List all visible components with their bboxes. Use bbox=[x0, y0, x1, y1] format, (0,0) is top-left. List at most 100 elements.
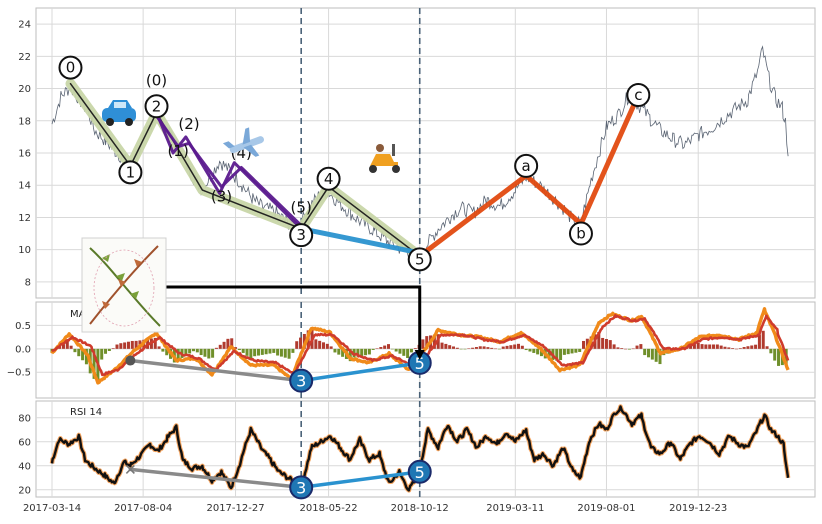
macd-histogram-bar bbox=[413, 348, 417, 349]
macd-divergence-marker-label: 5 bbox=[415, 354, 425, 373]
macd-histogram-bar bbox=[513, 344, 517, 349]
thumbnail-ring bbox=[93, 249, 155, 327]
wave-marker-label: 0 bbox=[66, 59, 76, 77]
macd-histogram-bar bbox=[624, 348, 628, 350]
macd-histogram-bar bbox=[84, 348, 88, 365]
macd-histogram-bar bbox=[467, 348, 471, 349]
car-window bbox=[114, 102, 126, 108]
macd-histogram-bar bbox=[394, 348, 398, 352]
wave-marker-label: a bbox=[522, 157, 531, 175]
macd-divergence-marker bbox=[289, 368, 314, 393]
macd-histogram-bar bbox=[692, 343, 696, 349]
macd-histogram-bar bbox=[524, 348, 528, 351]
wave-subwave-label: (2) bbox=[178, 115, 199, 133]
macd-histogram-bar bbox=[777, 348, 781, 366]
macd-ytick-label: 0.0 bbox=[15, 344, 31, 355]
macd-histogram-bar bbox=[268, 348, 272, 354]
macd-histogram-bar bbox=[356, 348, 360, 357]
macd-histogram-bar bbox=[383, 345, 387, 349]
price-ytick-label: 10 bbox=[18, 245, 31, 256]
airplane-wings bbox=[242, 127, 260, 157]
macd-histogram-bar bbox=[482, 346, 486, 349]
macd-histogram-bar bbox=[390, 348, 394, 350]
wave-marker-circle bbox=[514, 153, 539, 178]
rsi-divergence-marker-label: 5 bbox=[415, 463, 425, 482]
rsi-divergence-marker bbox=[289, 475, 314, 500]
macd-histogram-bar bbox=[520, 345, 524, 349]
macd-histogram-bar bbox=[727, 347, 731, 349]
wave-segment bbox=[298, 226, 423, 256]
rsi-panel: 20 40 60 80 RSI 14 2017-03-14 2017-08-04 2017-1… bbox=[18, 400, 816, 514]
macd-histogram-bar bbox=[386, 344, 390, 349]
xtick-label: 2018-05-22 bbox=[300, 503, 358, 514]
macd-histogram-bar bbox=[708, 344, 712, 349]
macd-histogram-bar bbox=[746, 346, 750, 349]
macd-histogram-bar bbox=[639, 344, 643, 349]
macd-histogram-bar bbox=[107, 348, 111, 351]
macd-histogram-bar bbox=[761, 330, 765, 349]
macd-histogram-bar bbox=[299, 337, 303, 349]
macd-histogram-bar bbox=[696, 342, 700, 349]
macd-histogram-bar bbox=[497, 348, 501, 350]
macd-histogram-bar bbox=[627, 348, 631, 350]
macd-histogram-bar bbox=[314, 339, 318, 349]
macd-histogram-bar bbox=[517, 343, 521, 349]
thumbnail-leaves bbox=[102, 254, 139, 299]
wave-marker-label: 3 bbox=[296, 226, 306, 244]
macd-ytick-label: 0.5 bbox=[15, 321, 31, 332]
macd-histogram-bar bbox=[719, 345, 723, 349]
rsi-title: RSI 14 bbox=[70, 407, 102, 418]
macd-histogram-bar bbox=[398, 348, 402, 354]
xtick-label: 2017-08-04 bbox=[114, 503, 172, 514]
wave-marker-circle bbox=[407, 247, 432, 272]
xtick-label: 2019-03-11 bbox=[486, 503, 544, 514]
macd-histogram-bar bbox=[321, 342, 325, 349]
rsi-ytick-label: 40 bbox=[18, 461, 31, 472]
macd-histogram-bar bbox=[494, 348, 498, 350]
macd-histogram-bar bbox=[647, 348, 651, 358]
macd-histogram-bar bbox=[486, 347, 490, 349]
macd-histogram-bar bbox=[375, 348, 379, 349]
macd-histogram-bar bbox=[211, 348, 215, 358]
rsi-divergence-line bbox=[128, 467, 303, 490]
macd-histogram-bar bbox=[501, 346, 505, 349]
wave-marker-label: 1 bbox=[126, 163, 136, 181]
macd-histogram-bar bbox=[566, 348, 570, 355]
xtick-label: 2017-03-14 bbox=[23, 503, 81, 514]
wave-marker-label: 5 bbox=[415, 250, 425, 268]
wave-marker-circle bbox=[58, 55, 83, 80]
wave-segment bbox=[417, 92, 641, 259]
macd-histogram-bar bbox=[704, 344, 708, 349]
car-wheel bbox=[106, 118, 114, 126]
macd-histogram-bar bbox=[199, 348, 203, 356]
macd-histogram-bar bbox=[769, 348, 773, 354]
airplane-tail bbox=[222, 141, 235, 149]
xtick-label: 2019-12-23 bbox=[669, 503, 727, 514]
macd-histogram-bar bbox=[536, 348, 540, 355]
macd-histogram-bar bbox=[65, 341, 69, 349]
macd-histogram-bar bbox=[578, 348, 582, 352]
macd-histogram-bar bbox=[715, 344, 719, 349]
wave-marker-label: 4 bbox=[324, 170, 334, 188]
macd-ytick-label: −0.5 bbox=[7, 368, 31, 379]
macd-histogram-bar bbox=[463, 348, 467, 350]
macd-histogram-bar bbox=[505, 345, 509, 349]
macd-histogram-bar bbox=[650, 348, 654, 360]
macd-histogram-bar bbox=[153, 337, 157, 349]
macd-histogram-bar bbox=[256, 348, 260, 356]
macd-histogram-bar bbox=[318, 340, 322, 349]
macd-histogram-bar bbox=[264, 348, 268, 355]
macd-histogram-bar bbox=[444, 343, 448, 349]
macd-histogram-bar bbox=[601, 337, 605, 349]
macd-histogram-bar bbox=[295, 341, 299, 349]
macd-histogram-bar bbox=[478, 346, 482, 349]
macd-histogram-bar bbox=[325, 343, 329, 349]
macd-histogram-bar bbox=[176, 348, 180, 362]
macd-histogram-bar bbox=[773, 348, 777, 361]
macd-histogram-bar bbox=[528, 348, 532, 352]
macd-histogram-bar bbox=[754, 344, 758, 349]
macd-histogram-bar bbox=[276, 348, 280, 356]
macd-histogram-bar bbox=[360, 348, 364, 356]
macd-histogram-bar bbox=[161, 348, 165, 352]
macd-histogram-bar bbox=[371, 348, 375, 350]
